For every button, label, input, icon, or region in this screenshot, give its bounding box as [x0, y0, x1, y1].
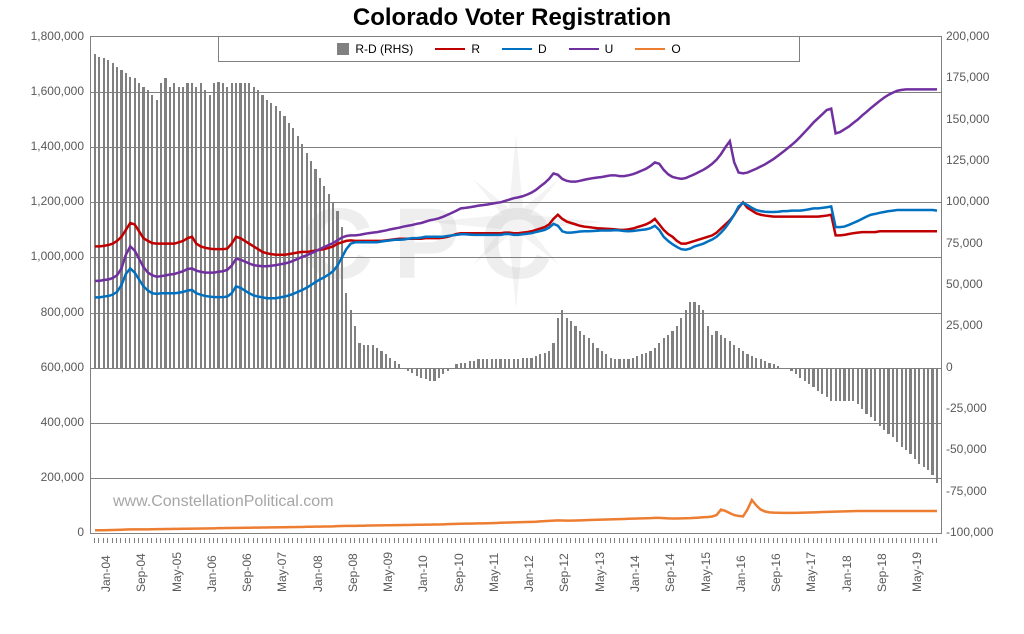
- y-right-tick: -100,000: [946, 525, 1024, 539]
- x-tick-label: May-11: [487, 553, 501, 592]
- x-tick-label: Sep-08: [346, 553, 360, 592]
- legend-item-r: R: [435, 42, 480, 56]
- legend-item-d: D: [502, 42, 547, 56]
- x-tick-label: Sep-04: [134, 553, 148, 592]
- x-tick-label: May-19: [910, 552, 924, 592]
- x-tick-label: May-07: [275, 552, 289, 592]
- y-left-tick: 1,000,000: [4, 249, 84, 263]
- chart-title: Colorado Voter Registration: [0, 4, 1024, 32]
- y-right-tick: 0: [946, 360, 1024, 374]
- y-right-tick: 75,000: [946, 236, 1024, 250]
- y-right-tick: 125,000: [946, 153, 1024, 167]
- x-tick-label: Jan-06: [205, 555, 219, 592]
- y-left-tick: 800,000: [4, 305, 84, 319]
- y-right-tick: 200,000: [946, 29, 1024, 43]
- x-tick-label: May-09: [381, 552, 395, 592]
- chart-container: Colorado Voter Registration CPC www.Cons…: [0, 0, 1024, 634]
- legend-swatch-line: [435, 48, 465, 50]
- y-right-tick: 175,000: [946, 70, 1024, 84]
- y-left-tick: 1,600,000: [4, 84, 84, 98]
- plot-area: CPC www.ConstellationPolitical.com: [90, 36, 942, 534]
- y-left-tick: 1,400,000: [4, 139, 84, 153]
- legend-label: R-D (RHS): [355, 42, 413, 56]
- legend-label: D: [538, 42, 547, 56]
- y-left-tick: 400,000: [4, 415, 84, 429]
- y-axis-left: 0200,000400,000600,000800,0001,000,0001,…: [0, 36, 88, 532]
- legend-swatch-line: [502, 48, 532, 50]
- x-tick-label: Jan-10: [416, 555, 430, 592]
- x-tick-label: Sep-12: [557, 553, 571, 592]
- x-tick-label: Sep-16: [769, 553, 783, 592]
- y-right-tick: -75,000: [946, 484, 1024, 498]
- legend-label: R: [471, 42, 480, 56]
- x-tick-label: Sep-06: [240, 553, 254, 592]
- y-left-tick: 1,200,000: [4, 194, 84, 208]
- x-tick-label: Jan-04: [99, 555, 113, 592]
- legend-label: O: [671, 42, 680, 56]
- legend-item-o: O: [635, 42, 680, 56]
- legend-item-rd: R-D (RHS): [337, 42, 413, 56]
- y-left-tick: 0: [4, 525, 84, 539]
- x-axis: Jan-04 Sep-04 May-05 Jan-06 Sep-06 May-07 Jan-…: [90, 538, 940, 628]
- line-series-svg: [91, 37, 941, 533]
- legend: R-D (RHS) R D U O: [218, 36, 800, 62]
- x-tick-label: May-05: [170, 552, 184, 592]
- x-tick-label: Sep-10: [452, 553, 466, 592]
- x-tick-label: Jan-16: [734, 555, 748, 592]
- x-tick-label: Jan-14: [628, 555, 642, 592]
- y-right-tick: -50,000: [946, 442, 1024, 456]
- y-right-tick: -25,000: [946, 401, 1024, 415]
- series-u: [95, 89, 937, 281]
- y-right-tick: 25,000: [946, 318, 1024, 332]
- legend-swatch-bar: [337, 43, 349, 55]
- x-tick-label: May-15: [699, 552, 713, 592]
- legend-label: U: [605, 42, 614, 56]
- y-axis-right: -100,000-75,000-50,000-25,000025,00050,0…: [942, 36, 1022, 532]
- x-tick-label: Jan-12: [522, 555, 536, 592]
- y-left-tick: 200,000: [4, 470, 84, 484]
- x-tick-label: Sep-18: [875, 553, 889, 592]
- x-tick-label: May-17: [804, 552, 818, 592]
- y-left-tick: 1,800,000: [4, 29, 84, 43]
- attribution-text: www.ConstellationPolitical.com: [113, 493, 334, 511]
- y-right-tick: 150,000: [946, 112, 1024, 126]
- x-tick-label: Jan-08: [311, 555, 325, 592]
- y-right-tick: 50,000: [946, 277, 1024, 291]
- x-tick-label: May-13: [593, 552, 607, 592]
- legend-item-u: U: [569, 42, 614, 56]
- legend-swatch-line: [635, 48, 665, 50]
- x-tick-label: Jan-18: [840, 555, 854, 592]
- legend-swatch-line: [569, 48, 599, 50]
- x-tick-label: Sep-14: [663, 553, 677, 592]
- y-right-tick: 100,000: [946, 194, 1024, 208]
- y-left-tick: 600,000: [4, 360, 84, 374]
